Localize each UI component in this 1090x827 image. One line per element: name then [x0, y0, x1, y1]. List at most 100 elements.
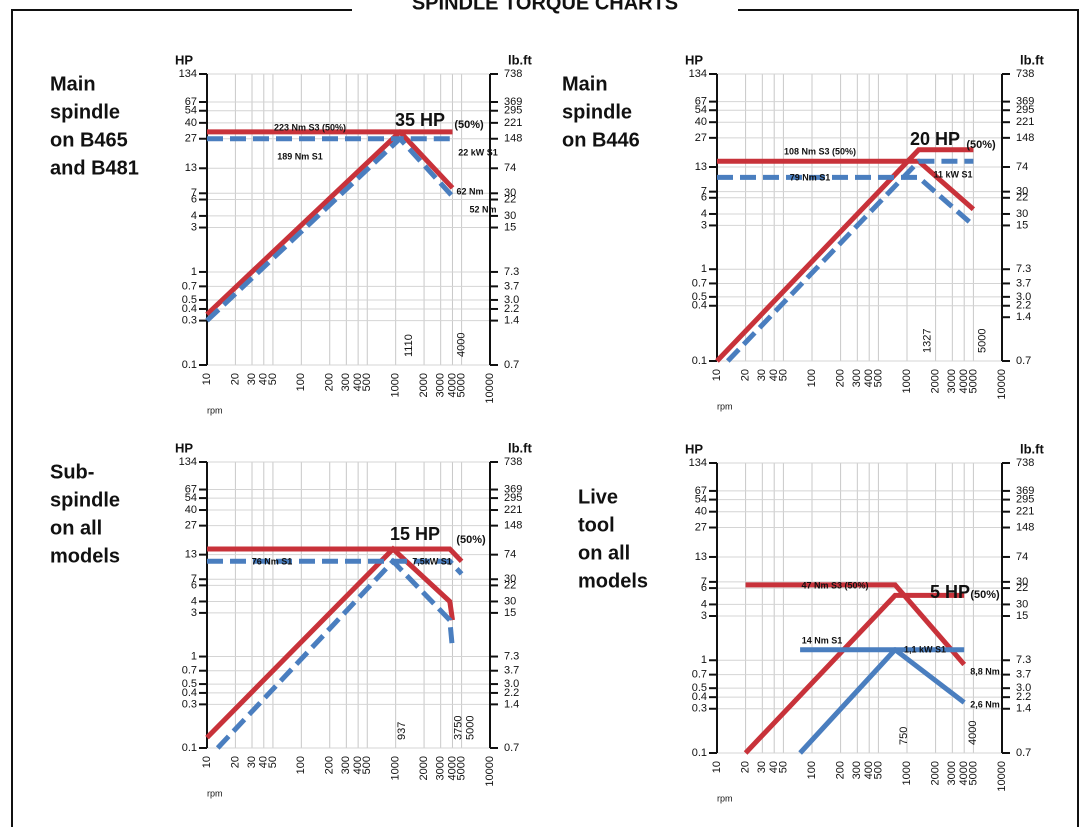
y-tick-label: 3 [191, 221, 197, 233]
y2-tick-label: 0.7 [1016, 747, 1031, 759]
x-tick-label: 500 [361, 756, 373, 774]
y-tick-label: 7 [701, 576, 707, 588]
x-tick-label: 300 [340, 373, 352, 391]
x-tick-label: 30 [756, 369, 768, 381]
y-tick-label: 54 [185, 105, 197, 117]
annotation: 79 Nm S1 [790, 172, 831, 182]
y-tick-label: 1 [191, 650, 197, 662]
annotation: 108 Nm S3 (50%) [784, 146, 856, 156]
annotation: 52 Nm [469, 204, 496, 214]
x-tick-label: 200 [835, 369, 847, 387]
x-tick-label: 10000 [996, 761, 1008, 792]
y-tick-label: 7 [701, 186, 707, 198]
x-tick-label: 10 [711, 761, 723, 773]
chart-title: Main [50, 73, 96, 95]
series-line [715, 147, 974, 363]
y-tick-label: 0.4 [182, 687, 197, 699]
y-tick-label: 0.1 [182, 742, 197, 754]
x-tick-label: 400 [863, 761, 875, 779]
x-axis-label: rpm [717, 401, 733, 411]
speed-marker: 937 [396, 722, 408, 740]
annotation: 14 Nm S1 [802, 635, 843, 645]
y2-tick-label: 295 [504, 105, 522, 117]
y2-tick-label: 738 [504, 456, 522, 468]
y2-tick-label: 15 [504, 607, 516, 619]
y-tick-label: 54 [695, 104, 707, 116]
y2-tick-label: 74 [1016, 161, 1028, 173]
y2-tick-label: 0.7 [504, 742, 519, 754]
y2-tick-label: 30 [1016, 186, 1028, 198]
y-tick-label: 13 [695, 551, 707, 563]
y2-tick-label: 148 [504, 520, 522, 532]
x-tick-label: 1000 [390, 756, 402, 780]
y2-tick-label: 22 [1016, 192, 1028, 204]
speed-marker: 3750 [453, 716, 465, 740]
x-tick-label: 10000 [484, 373, 496, 404]
x-tick-label: 50 [777, 369, 789, 381]
y2-tick-label: 3.0 [504, 678, 519, 690]
y2-tick-label: 1.4 [1016, 703, 1031, 715]
speed-marker: 5000 [465, 716, 477, 740]
speed-marker: 1110 [403, 334, 415, 357]
annotation: 62 Nm [456, 186, 483, 196]
y-tick-label: 67 [185, 483, 197, 495]
y-tick-label: 3 [701, 610, 707, 622]
x-tick-label: 3000 [946, 369, 958, 393]
annotation: 1,1 kW S1 [904, 644, 946, 654]
y2-tick-label: 221 [504, 117, 522, 129]
power-label: 15 HP [390, 524, 440, 544]
plot-area [206, 461, 491, 749]
speed-marker: 5000 [976, 329, 988, 353]
y-tick-label: 1 [191, 266, 197, 278]
x-tick-label: 1000 [390, 373, 402, 397]
y-tick-label: 54 [185, 492, 197, 504]
y-tick-label: 4 [701, 208, 707, 220]
x-tick-label: 50 [267, 756, 279, 768]
x-tick-label: 20 [229, 756, 241, 768]
x-tick-label: 40 [768, 369, 780, 381]
y2-tick-label: 30 [1016, 208, 1028, 220]
y-tick-label: 54 [695, 494, 707, 506]
x-tick-label: 300 [851, 761, 863, 779]
power-note: (50%) [966, 139, 996, 151]
y2-tick-label: 221 [1016, 116, 1034, 128]
x-tick-label: 5000 [967, 761, 979, 785]
y-axis-label: HP [175, 52, 193, 67]
y-tick-label: 1 [701, 263, 707, 275]
y2-tick-label: 3.7 [504, 280, 519, 292]
x-tick-label: 2000 [418, 373, 430, 397]
x-tick-label: 2000 [930, 761, 942, 785]
x-tick-label: 100 [295, 373, 307, 391]
y2-tick-label: 3.7 [504, 665, 519, 677]
frame [11, 9, 1079, 827]
y-tick-label: 0.5 [692, 291, 707, 303]
annotation: 11 kW S1 [933, 169, 972, 179]
y2-tick-label: 7.3 [1016, 263, 1031, 275]
y-tick-label: 6 [701, 582, 707, 594]
annotation: 8,8 Nm [970, 666, 1000, 676]
x-tick-label: 4000 [958, 369, 970, 393]
x-tick-label: 30 [246, 373, 258, 385]
y-tick-label: 0.3 [692, 703, 707, 715]
chart-title: tool [578, 514, 615, 536]
x-tick-label: 3000 [946, 761, 958, 785]
y2-tick-label: 22 [504, 193, 516, 205]
y-tick-label: 67 [185, 96, 197, 108]
y-tick-label: 134 [179, 68, 197, 80]
y-tick-label: 0.7 [182, 665, 197, 677]
y2-tick-label: 3.7 [1016, 277, 1031, 289]
y2-tick-label: 22 [1016, 582, 1028, 594]
power-note: (50%) [454, 119, 484, 131]
y-tick-label: 27 [695, 521, 707, 533]
y2-axis-label: lb.ft [1020, 441, 1044, 456]
y-tick-label: 67 [695, 96, 707, 108]
series-line [205, 545, 455, 740]
x-tick-label: 400 [352, 373, 364, 391]
x-tick-label: 5000 [456, 373, 468, 397]
power-note: (50%) [970, 589, 1000, 601]
y2-tick-label: 1.4 [504, 698, 519, 710]
series-line [798, 647, 965, 755]
y2-tick-label: 738 [1016, 68, 1034, 80]
y2-tick-label: 1.4 [504, 315, 519, 327]
